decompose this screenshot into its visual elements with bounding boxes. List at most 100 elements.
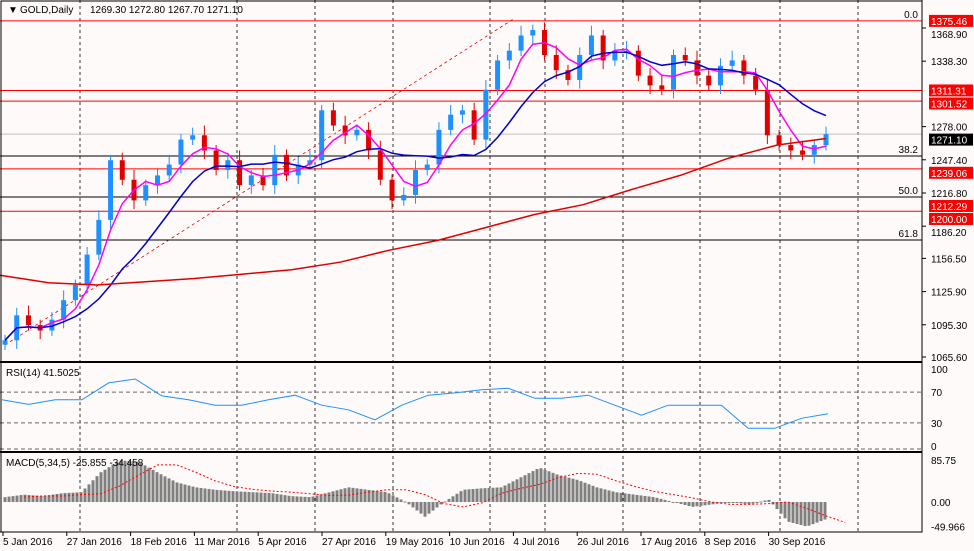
- macd-bar: [451, 496, 455, 502]
- price-level-label: 1311.31: [931, 86, 967, 97]
- macd-bar: [195, 487, 199, 502]
- macd-bar: [139, 463, 143, 502]
- price-level-label: 1200.00: [931, 215, 968, 226]
- macd-bar: [395, 497, 399, 502]
- macd-bar: [295, 496, 299, 502]
- macd-bar: [47, 495, 51, 502]
- macd-bar: [99, 472, 103, 502]
- macd-bar: [399, 499, 403, 502]
- macd-bar: [783, 502, 787, 519]
- date-label: 11 Mar 2016: [194, 537, 250, 548]
- macd-bar: [603, 489, 607, 502]
- candle-down: [706, 75, 712, 86]
- macd-bar: [567, 477, 571, 502]
- macd-bar: [595, 487, 599, 502]
- candle-up: [495, 60, 501, 90]
- macd-bar: [795, 502, 799, 524]
- macd-bar: [75, 492, 79, 502]
- macd-bar: [187, 485, 191, 502]
- macd-bar: [371, 490, 375, 502]
- macd-bar: [115, 461, 119, 502]
- macd-bar: [243, 491, 247, 502]
- candle-up: [717, 65, 723, 86]
- macd-bar: [487, 487, 491, 502]
- price-level-badge: [929, 166, 973, 179]
- macd-bar: [511, 481, 515, 502]
- fibonacci-label: 0.0: [904, 10, 918, 21]
- macd-bar: [527, 473, 531, 502]
- macd-bar: [179, 483, 183, 502]
- macd-bar: [775, 502, 779, 510]
- candle-up: [143, 185, 149, 201]
- macd-bar: [87, 484, 91, 502]
- macd-title: MACD(5,34,5) -25.855 -34.458: [6, 458, 144, 469]
- macd-bar: [19, 495, 23, 502]
- rsi-title: RSI(14) 41.5025: [6, 368, 80, 379]
- macd-bar: [131, 461, 135, 502]
- macd-bar: [3, 497, 7, 502]
- candle-up: [413, 169, 418, 195]
- macd-bar: [215, 489, 219, 502]
- macd-bar: [391, 495, 395, 502]
- macd-bar: [823, 502, 827, 520]
- macd-bar: [723, 502, 727, 503]
- price-level-badge: [929, 199, 973, 212]
- macd-bar: [555, 474, 559, 502]
- macd-bar: [483, 488, 487, 502]
- macd-bar: [223, 490, 227, 502]
- candle-down: [25, 315, 31, 326]
- macd-bar: [271, 493, 275, 502]
- candle-down: [682, 55, 688, 61]
- macd-bar: [415, 502, 419, 511]
- macd-bar: [499, 487, 503, 502]
- macd-bar: [103, 469, 107, 502]
- macd-bar: [107, 467, 111, 502]
- candle-up: [2, 340, 8, 345]
- macd-bar: [111, 464, 115, 502]
- macd-bar: [759, 501, 763, 503]
- fibonacci-label: 50.0: [899, 186, 919, 197]
- date-label: 27 Apr 2016: [322, 537, 376, 548]
- macd-bar: [631, 494, 635, 502]
- macd-bar: [191, 486, 195, 502]
- macd-bar: [211, 489, 215, 502]
- macd-bar: [507, 483, 511, 502]
- macd-bar: [675, 502, 679, 503]
- macd-bar: [267, 493, 271, 502]
- candle-down: [800, 150, 806, 155]
- macd-bar: [127, 461, 131, 502]
- collapse-arrow-icon[interactable]: ▼: [8, 5, 18, 16]
- current-price-badge: [929, 133, 973, 146]
- macd-bar: [35, 495, 39, 502]
- macd-bar: [655, 497, 659, 502]
- macd-bar: [471, 488, 475, 502]
- macd-bar: [51, 494, 55, 502]
- candle-up: [612, 50, 618, 61]
- macd-bar: [539, 468, 543, 502]
- candle-up: [588, 35, 594, 56]
- candle-down: [741, 60, 747, 76]
- macd-bar: [535, 469, 539, 502]
- macd-bar: [427, 502, 431, 514]
- macd-bar: [207, 488, 211, 502]
- date-label: 8 Sep 2016: [705, 537, 757, 548]
- macd-bar: [155, 472, 159, 502]
- macd-bar: [563, 476, 567, 502]
- macd-bar: [67, 492, 71, 502]
- macd-bar: [91, 480, 95, 502]
- candle-up: [459, 110, 465, 115]
- date-label: 4 Jul 2016: [513, 537, 560, 548]
- date-label: 18 Feb 2016: [131, 537, 188, 548]
- price-level-label: 1239.06: [931, 169, 968, 180]
- macd-bar: [687, 502, 691, 507]
- candle-up: [483, 89, 489, 140]
- macd-bar: [143, 465, 147, 502]
- macd-bar: [159, 474, 163, 502]
- macd-bar: [579, 481, 583, 502]
- macd-bar: [335, 490, 339, 502]
- macd-bar: [439, 502, 443, 505]
- macd-bar: [299, 496, 303, 502]
- candle-up: [424, 164, 430, 170]
